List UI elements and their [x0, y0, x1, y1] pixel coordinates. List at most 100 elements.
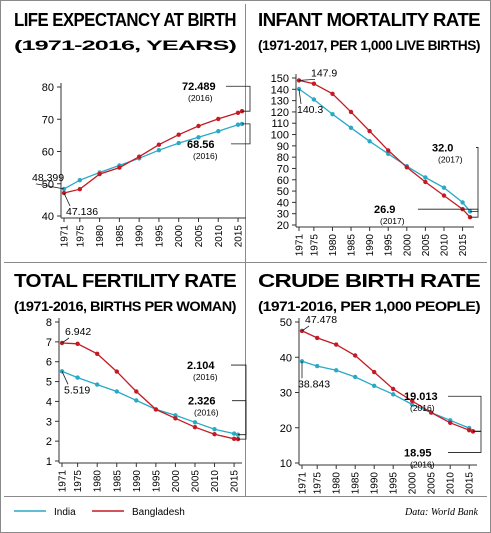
y-tick-label: 10	[280, 458, 292, 470]
data-point-india	[176, 140, 181, 146]
data-point-india	[386, 151, 391, 156]
y-tick-label: 30	[277, 209, 289, 221]
x-tick-label: 2005	[194, 225, 205, 248]
x-tick-label: 1975	[313, 472, 324, 495]
callout-line	[232, 400, 247, 436]
x-tick-label: 1971	[58, 470, 69, 493]
y-tick-label: 3	[46, 416, 52, 428]
x-tick-label: 2015	[458, 234, 469, 257]
data-point-bangladesh	[334, 342, 339, 347]
y-tick-label: 90	[277, 141, 289, 153]
chart-title: LIFE EXPECTANCY AT BIRTH	[14, 10, 236, 30]
data-point-bangladesh	[176, 132, 181, 137]
y-tick-label: 30	[280, 388, 292, 400]
data-point-bangladesh	[95, 351, 100, 356]
data-point-bangladesh	[467, 428, 472, 433]
data-point-india	[156, 148, 162, 153]
data-point-bangladesh	[423, 179, 428, 185]
data-label: 32.0	[432, 142, 453, 154]
callout-line	[231, 123, 251, 145]
y-tick-label: 7	[46, 337, 52, 349]
data-label-year: (2017)	[438, 154, 463, 164]
y-tick-label: 40	[277, 197, 289, 209]
data-point-india	[77, 178, 83, 183]
data-label: 48.399	[32, 172, 64, 184]
data-point-bangladesh	[156, 142, 162, 147]
data-label: 18.95	[404, 447, 432, 459]
y-tick-label: 70	[42, 114, 54, 126]
data-point-bangladesh	[196, 123, 201, 129]
y-tick-label: 60	[42, 147, 54, 159]
x-tick-label: 1995	[151, 470, 162, 493]
x-tick-label: 1990	[365, 234, 376, 257]
data-point-bangladesh	[315, 335, 320, 341]
y-tick-label: 110	[271, 118, 289, 130]
data-label: 6.942	[65, 326, 91, 338]
data-point-india	[216, 129, 221, 134]
x-tick-label: 1995	[154, 225, 165, 248]
data-point-india	[311, 97, 317, 102]
x-tick-label: 1995	[389, 472, 400, 495]
callout-line	[61, 337, 70, 344]
x-tick-label: 1985	[351, 472, 362, 495]
y-tick-label: 5	[46, 377, 52, 389]
x-tick-label: 1995	[384, 234, 395, 257]
data-point-bangladesh	[134, 389, 139, 394]
legend-india-label: India	[54, 507, 76, 518]
legend-bangladesh-label: Bangladesh	[132, 507, 185, 518]
y-tick-label: 80	[277, 152, 289, 164]
data-point-india	[348, 125, 354, 130]
data-point-bangladesh	[353, 353, 358, 358]
y-tick-label: 50	[277, 186, 289, 198]
x-tick-label: 2010	[214, 225, 225, 248]
data-point-india	[196, 135, 201, 140]
data-label: 68.56	[187, 139, 215, 151]
panel-crude-birth-rate: CRUDE BIRTH RATE (1971-2016, PER 1,000 PE…	[258, 271, 482, 495]
data-point-bangladesh	[114, 369, 120, 374]
data-label: 2.104	[187, 360, 215, 372]
y-tick-label: 40	[280, 352, 292, 364]
y-tick-label: 20	[280, 423, 292, 435]
data-point-india	[334, 368, 339, 373]
x-tick-label: 1971	[295, 234, 306, 257]
x-tick-label: 1975	[309, 234, 320, 257]
chart-title: INFANT MORTALITY RATE	[258, 10, 481, 30]
data-point-india	[330, 112, 335, 117]
data-label-year: (2016)	[194, 408, 219, 418]
data-point-bangladesh	[117, 165, 122, 170]
data-point-bangladesh	[296, 78, 302, 83]
y-tick-label: 50	[42, 179, 54, 191]
data-point-bangladesh	[404, 165, 409, 170]
data-point-bangladesh	[231, 436, 237, 441]
x-tick-label: 2005	[190, 470, 201, 493]
y-tick-label: 100	[271, 130, 289, 142]
chart-subtitle: (1971-2016, PER 1,000 PEOPLE)	[258, 298, 480, 314]
x-tick-label: 1980	[332, 472, 343, 495]
data-point-india	[61, 186, 67, 192]
y-tick-label: 6	[46, 357, 52, 369]
x-tick-label: 1985	[112, 470, 123, 493]
data-label: 147.9	[311, 67, 337, 79]
data-point-bangladesh	[372, 369, 377, 375]
y-tick-label: 8	[46, 317, 52, 329]
data-point-india	[231, 431, 237, 436]
data-point-bangladesh	[410, 398, 415, 404]
x-tick-label: 1975	[73, 470, 84, 493]
x-tick-label: 1990	[370, 472, 381, 495]
data-point-bangladesh	[75, 341, 80, 346]
legend: India Bangladesh	[14, 507, 185, 518]
callout-line	[301, 325, 310, 332]
data-point-bangladesh	[348, 109, 354, 115]
y-tick-label: 80	[42, 82, 54, 94]
x-tick-label: 2010	[210, 470, 221, 493]
x-tick-label: 2005	[421, 234, 432, 257]
y-tick-label: 20	[277, 220, 289, 232]
x-tick-label: 1971	[298, 472, 309, 495]
data-point-bangladesh	[235, 110, 241, 116]
panel-infant-mortality: INFANT MORTALITY RATE (1971-2017, PER 1,0…	[258, 10, 481, 256]
data-point-bangladesh	[386, 148, 391, 153]
data-point-india	[423, 175, 428, 180]
x-tick-label: 1990	[135, 225, 146, 248]
data-point-bangladesh	[212, 432, 217, 437]
data-point-bangladesh	[391, 386, 396, 392]
